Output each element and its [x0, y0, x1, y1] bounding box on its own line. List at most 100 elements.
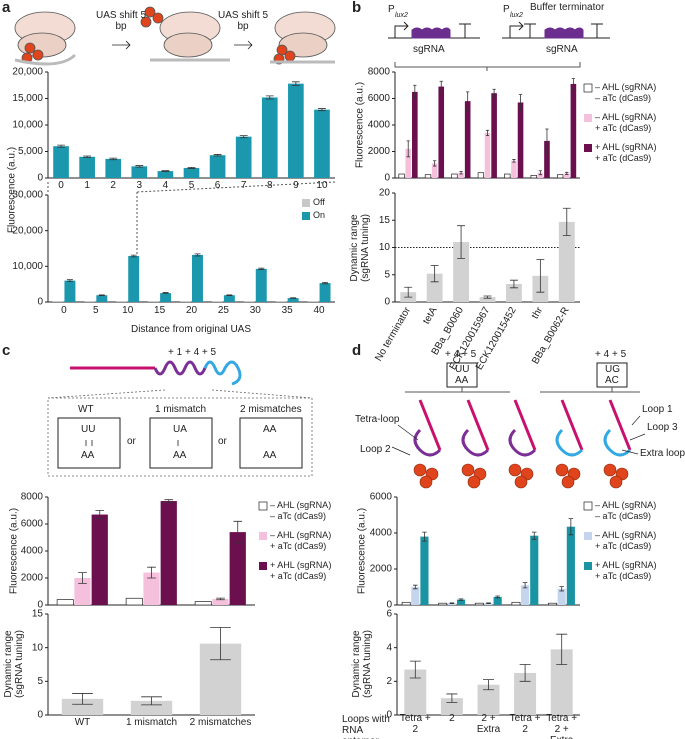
- x-tick-label: 2: [110, 180, 116, 191]
- error-bar: [147, 566, 156, 579]
- error-bar: [457, 225, 466, 259]
- schematic-label: WT: [78, 404, 94, 415]
- error-bar: [404, 286, 413, 298]
- y-tick-label: 0: [37, 173, 43, 184]
- y-axis-label: Fluorescence (a.u.): [356, 507, 368, 595]
- y-tick-label: 6000: [370, 492, 393, 503]
- error-bar: [536, 259, 545, 293]
- y-tick-label: 20,000: [12, 225, 43, 236]
- bar: [53, 146, 69, 178]
- bar: [157, 171, 174, 178]
- error-bar: [291, 81, 300, 86]
- x-axis-label: Loops with RNA aptamer: [342, 714, 390, 739]
- y-axis-label: Dynamic range (sgRNA tuning): [351, 630, 373, 698]
- y-tick-label: 0: [386, 600, 392, 611]
- bar: [412, 91, 418, 178]
- y-tick-label: 8000: [368, 67, 391, 78]
- schematic-label: AA: [263, 450, 277, 461]
- bar: [160, 501, 177, 605]
- legend-label: Off: [313, 197, 325, 207]
- legend-swatch: [583, 501, 593, 511]
- schematic-label: lux2: [395, 12, 408, 19]
- error-bar: [290, 297, 297, 299]
- schematic-b: [388, 21, 610, 71]
- error-bar: [83, 155, 92, 158]
- x-tick-label: 4: [162, 180, 169, 191]
- legend-label: + AHL (sgRNA) + aTc (dCas9): [595, 560, 657, 581]
- x-tick-label: No terminator: [373, 305, 413, 364]
- schematic-label: UU: [81, 424, 96, 435]
- legend-label: On: [313, 210, 326, 220]
- bar: [447, 603, 456, 605]
- error-bar: [162, 292, 169, 295]
- legend-swatch: [302, 199, 310, 207]
- bar: [511, 160, 517, 178]
- bar: [255, 268, 267, 302]
- schematic-label: P: [503, 4, 510, 15]
- y-tick-label: 15: [32, 609, 44, 620]
- x-tick-label: 7: [240, 180, 247, 191]
- error-bar: [483, 295, 492, 299]
- y-tick-label: 10,000: [12, 120, 43, 131]
- x-tick-label: 1: [84, 180, 90, 191]
- x-tick-label: 10: [316, 180, 328, 191]
- x-tick-label: 8: [266, 180, 273, 191]
- bar: [96, 295, 108, 302]
- error-bar: [187, 167, 196, 169]
- error-bar: [518, 94, 523, 111]
- bar: [514, 672, 537, 715]
- bar: [261, 97, 278, 178]
- schematic-label: + 1 + 4 + 5: [168, 347, 217, 358]
- schematic-label: 1 mismatch: [155, 404, 207, 415]
- y-axis-label: Dynamic range (sgRNA tuning): [349, 214, 371, 282]
- y-tick-label: 30,000: [12, 190, 43, 201]
- legend-swatch: [259, 562, 267, 570]
- error-bar: [265, 95, 274, 100]
- bar: [128, 255, 140, 302]
- legend-swatch: [584, 562, 592, 570]
- error-bar: [531, 531, 537, 540]
- x-tick-label: tetA: [421, 305, 440, 326]
- x-tick-label: 2 + Extra: [476, 713, 501, 735]
- bar: [420, 536, 429, 605]
- bar: [183, 167, 200, 178]
- bar: [438, 602, 448, 606]
- error-bar: [210, 627, 231, 661]
- schematic-label: Loop 1: [642, 404, 673, 415]
- panel-label: b: [352, 0, 362, 16]
- bar: [530, 175, 537, 179]
- y-tick-label: 5,000: [18, 146, 43, 157]
- x-tick-label: 6: [214, 180, 221, 191]
- schematic-label: UAS shift 5 bp: [217, 10, 269, 32]
- x-tick-label: Tetra + 2 + Extra: [546, 713, 578, 739]
- bar: [411, 587, 420, 605]
- schematic-label: + 4 + 5: [445, 349, 477, 360]
- error-bar: [568, 518, 574, 536]
- error-bar: [446, 693, 458, 703]
- legend-swatch: [583, 83, 593, 93]
- y-tick-label: 2000: [368, 146, 391, 157]
- error-bar: [413, 84, 417, 99]
- bar: [130, 700, 173, 715]
- schematic-label: AA: [263, 424, 277, 435]
- error-bar: [318, 108, 326, 112]
- error-bar: [466, 91, 470, 111]
- x-tick-label: 0: [61, 305, 67, 316]
- y-tick-label: 8000: [21, 492, 44, 503]
- x-tick-label: 30: [249, 305, 261, 316]
- x-tick-label: Tetra + 2: [509, 713, 541, 735]
- y-tick-label: 0: [386, 710, 392, 721]
- x-tick-label: 25: [217, 305, 229, 316]
- error-bar: [522, 582, 528, 589]
- bar: [458, 172, 464, 178]
- legend-label: – AHL (sgRNA) + aTc (dCas9): [595, 530, 657, 551]
- y-tick-label: 5: [37, 676, 43, 687]
- bar: [511, 601, 521, 606]
- legend-label: – AHL (sgRNA) + aTc (dCas9): [595, 112, 657, 133]
- bar: [548, 602, 557, 606]
- x-tick-label: 1 mismatch: [125, 717, 178, 728]
- bar: [160, 293, 172, 302]
- x-axis-label: Distance from original UAS: [130, 324, 252, 335]
- bar: [521, 585, 530, 605]
- error-bar: [556, 633, 568, 665]
